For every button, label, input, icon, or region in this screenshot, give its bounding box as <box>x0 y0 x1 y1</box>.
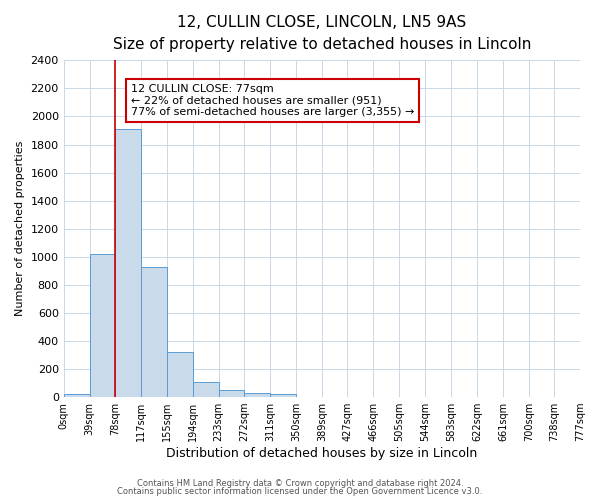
Bar <box>115 129 142 397</box>
Text: Contains public sector information licensed under the Open Government Licence v3: Contains public sector information licen… <box>118 487 482 496</box>
Title: 12, CULLIN CLOSE, LINCOLN, LN5 9AS
Size of property relative to detached houses : 12, CULLIN CLOSE, LINCOLN, LN5 9AS Size … <box>113 15 531 52</box>
X-axis label: Distribution of detached houses by size in Lincoln: Distribution of detached houses by size … <box>166 447 478 460</box>
Bar <box>244 393 271 397</box>
Text: 12 CULLIN CLOSE: 77sqm
← 22% of detached houses are smaller (951)
77% of semi-de: 12 CULLIN CLOSE: 77sqm ← 22% of detached… <box>131 84 414 117</box>
Bar <box>218 390 244 397</box>
Bar <box>271 394 296 397</box>
Y-axis label: Number of detached properties: Number of detached properties <box>15 141 25 316</box>
Bar <box>167 352 193 397</box>
Bar <box>64 394 89 397</box>
Bar <box>193 382 218 397</box>
Bar <box>142 268 167 397</box>
Bar <box>89 254 115 397</box>
Text: Contains HM Land Registry data © Crown copyright and database right 2024.: Contains HM Land Registry data © Crown c… <box>137 478 463 488</box>
